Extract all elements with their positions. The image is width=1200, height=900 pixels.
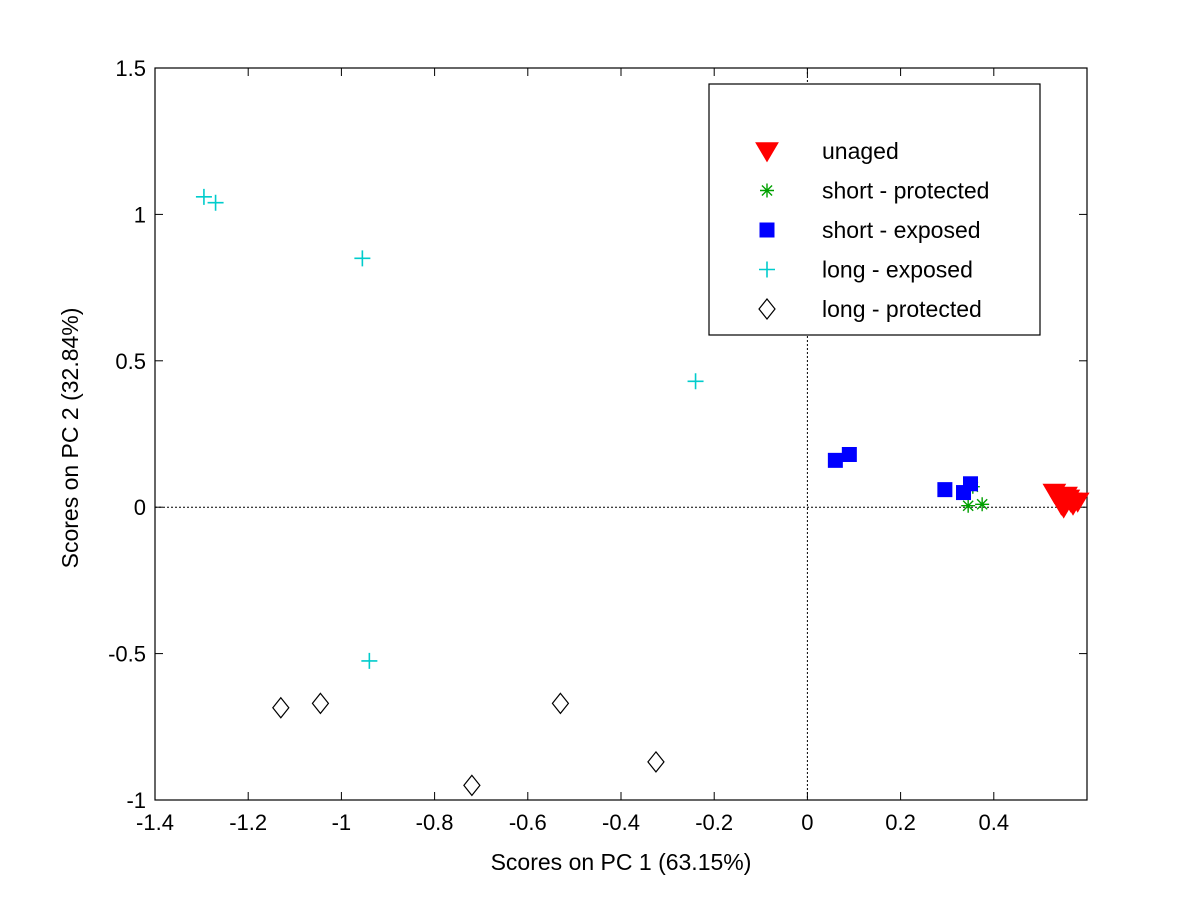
x-tick-label: -1.4 (136, 810, 174, 835)
legend-marker (758, 298, 776, 320)
legend-label: short - exposed (822, 217, 981, 243)
legend-label: short - protected (822, 178, 989, 204)
data-point (361, 652, 378, 669)
x-tick-label: 0.2 (885, 810, 916, 835)
data-point (937, 482, 953, 498)
legend-box (708, 83, 1041, 336)
data-point (963, 476, 978, 492)
series-unaged (1042, 483, 1090, 519)
legend-marker (755, 142, 779, 163)
x-tick-label: -0.2 (695, 810, 733, 835)
legend: unaged short - protected short - exposed lo… (708, 83, 1041, 336)
legend-marker (759, 222, 775, 238)
y-tick-label: -0.5 (108, 642, 146, 667)
data-point (463, 774, 481, 797)
data-point (311, 692, 330, 715)
series-long-protected (272, 692, 665, 797)
x-tick-label: 0.4 (979, 810, 1010, 835)
legend-label: unaged (822, 138, 899, 164)
y-tick-label: 1 (134, 202, 146, 227)
x-tick-label: -0.6 (509, 810, 547, 835)
y-tick-label: 0.5 (115, 349, 146, 374)
x-tick-label: -1.2 (229, 810, 267, 835)
y-tick-label: -1 (126, 788, 146, 813)
legend-marker (759, 261, 775, 278)
data-point (272, 696, 290, 719)
data-point (961, 498, 976, 513)
x-tick-label: -0.4 (602, 810, 640, 835)
data-point (647, 750, 665, 773)
y-axis-title: Scores on PC 2 (32.84%) (57, 308, 83, 569)
data-point (1065, 492, 1090, 513)
x-tick-label: -0.8 (416, 810, 454, 835)
data-point (827, 452, 843, 468)
x-tick-label: 0 (801, 810, 813, 835)
x-axis-title: Scores on PC 1 (63.15%) (491, 849, 752, 875)
x-tick-label: -1 (332, 810, 352, 835)
data-point (687, 373, 704, 390)
data-point (551, 692, 570, 715)
data-point (354, 250, 371, 267)
legend-label: long - exposed (822, 257, 973, 283)
y-tick-label: 1.5 (115, 56, 146, 81)
data-point (975, 497, 990, 512)
data-point (195, 188, 212, 205)
legend-marker (760, 183, 774, 198)
series-long-exposed (195, 188, 704, 669)
data-point (841, 446, 857, 462)
legend-label: long - protected (822, 296, 982, 322)
series-short-exposed (827, 446, 978, 501)
y-tick-label: 0 (134, 495, 146, 520)
data-point (207, 194, 224, 211)
data-point (1054, 486, 1078, 507)
